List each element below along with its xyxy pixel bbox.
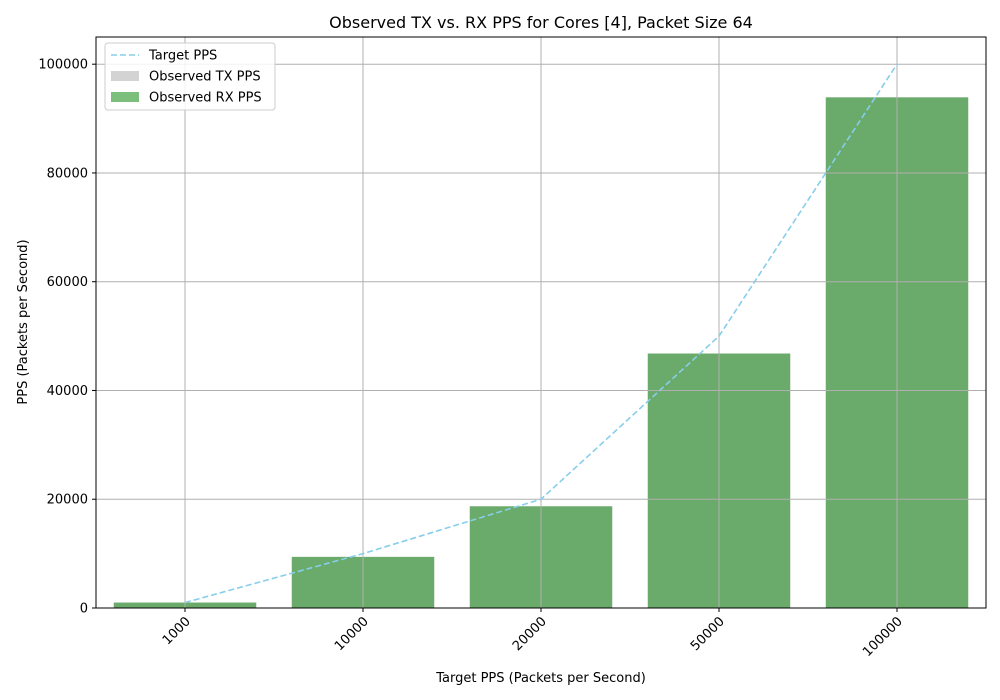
legend-label-observed-tx-pps: Observed TX PPS <box>149 70 261 85</box>
x-tick-label-20000: 20000 <box>510 614 550 654</box>
legend-label-observed-rx-pps: Observed RX PPS <box>149 91 262 106</box>
legend-swatch-observed-tx-pps <box>111 71 139 81</box>
y-tick-label-100000: 100000 <box>38 58 88 73</box>
x-tick-label-10000: 10000 <box>332 614 372 654</box>
y-tick-label-40000: 40000 <box>47 384 88 399</box>
legend-swatch-observed-rx-pps <box>111 92 139 102</box>
legend-box <box>104 42 276 111</box>
plot-area: 0 20000 40000 60000 80000 100000 1000 10000 2000… <box>38 36 987 660</box>
y-tick-label-0: 0 <box>80 602 88 617</box>
series-line-target-pps <box>184 63 898 604</box>
chart-title: Observed TX vs. RX PPS for Cores [4], Pa… <box>329 13 753 32</box>
y-axis-label: PPS (Packets per Second) <box>16 239 31 404</box>
x-tick-label-100000: 100000 <box>860 614 906 660</box>
y-tick-label-60000: 60000 <box>47 275 88 290</box>
x-tick-label-50000: 50000 <box>688 614 728 654</box>
x-tick-label-1000: 1000 <box>160 614 194 648</box>
legend-label-target-pps: Target PPS <box>148 49 217 64</box>
x-axis-label: Target PPS (Packets per Second) <box>435 671 646 686</box>
y-tick-label-20000: 20000 <box>47 493 88 508</box>
y-tick-label-80000: 80000 <box>47 166 88 181</box>
legend: Target PPS Observed TX PPS Observed RX PPS <box>104 42 276 111</box>
